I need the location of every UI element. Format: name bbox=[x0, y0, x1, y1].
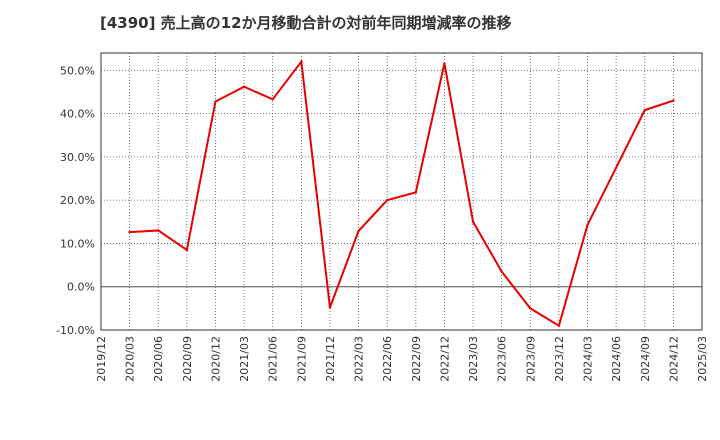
x-tick-label: 2025/03 bbox=[696, 336, 709, 382]
data-point bbox=[157, 229, 160, 232]
x-tick-label: 2023/09 bbox=[524, 336, 537, 382]
chart-title: [4390] 売上高の12か月移動合計の対前年同期増減率の推移 bbox=[100, 14, 512, 32]
data-point bbox=[357, 229, 360, 233]
series-line bbox=[129, 59, 674, 328]
axis-labels: 2019/12 2020/03 2020/06 2020/09 2020/12 2021/… bbox=[56, 64, 709, 381]
y-tick-label: 30.0% bbox=[60, 151, 95, 164]
data-point bbox=[185, 248, 189, 252]
data-point bbox=[300, 60, 303, 63]
x-tick-label: 2020/03 bbox=[124, 336, 137, 382]
data-point bbox=[443, 62, 446, 65]
y-tick-label: -10.0% bbox=[56, 324, 95, 337]
x-tick-label: 2020/06 bbox=[152, 336, 165, 382]
y-tick-label: 10.0% bbox=[60, 237, 95, 250]
x-tick-label: 2021/12 bbox=[324, 336, 337, 382]
data-point bbox=[128, 230, 131, 234]
x-tick-label: 2021/09 bbox=[295, 336, 308, 382]
data-point bbox=[614, 166, 618, 169]
x-tick-label: 2022/03 bbox=[353, 336, 366, 382]
x-tick-label: 2021/03 bbox=[238, 336, 251, 382]
x-tick-label: 2024/09 bbox=[639, 336, 652, 382]
plot-frame bbox=[100, 52, 703, 331]
x-tick-label: 2024/06 bbox=[610, 336, 623, 382]
x-tick-label: 2022/12 bbox=[438, 336, 451, 382]
x-tick-label: 2020/09 bbox=[181, 336, 194, 382]
data-point bbox=[414, 191, 418, 194]
y-tick-label: 0.0% bbox=[67, 281, 95, 294]
x-tick-label: 2022/06 bbox=[381, 336, 394, 382]
data-point bbox=[471, 220, 475, 223]
x-tick-label: 2020/12 bbox=[209, 336, 222, 382]
x-tick-label: 2022/09 bbox=[410, 336, 423, 382]
y-tick-label: 50.0% bbox=[60, 64, 95, 77]
grid-layer bbox=[100, 53, 703, 331]
series-layer bbox=[128, 59, 675, 328]
data-point bbox=[385, 198, 389, 202]
x-tick-label: 2024/03 bbox=[582, 336, 595, 382]
data-point bbox=[529, 307, 532, 310]
x-tick-label: 2023/06 bbox=[496, 336, 509, 382]
data-point bbox=[672, 99, 675, 102]
data-point bbox=[242, 85, 246, 88]
y-tick-label: 20.0% bbox=[60, 194, 95, 207]
data-point bbox=[557, 324, 561, 327]
x-tick-label: 2024/12 bbox=[667, 336, 680, 382]
data-point bbox=[643, 108, 646, 112]
data-point bbox=[586, 223, 589, 227]
y-tick-label: 40.0% bbox=[60, 108, 95, 121]
x-tick-label: 2023/03 bbox=[467, 336, 480, 382]
data-point bbox=[214, 100, 217, 103]
data-point bbox=[500, 270, 503, 273]
data-point bbox=[271, 98, 274, 101]
data-point bbox=[328, 306, 332, 309]
x-tick-label: 2021/06 bbox=[267, 336, 280, 382]
x-tick-label: 2023/12 bbox=[553, 336, 566, 382]
x-tick-label: 2019/12 bbox=[95, 336, 108, 382]
